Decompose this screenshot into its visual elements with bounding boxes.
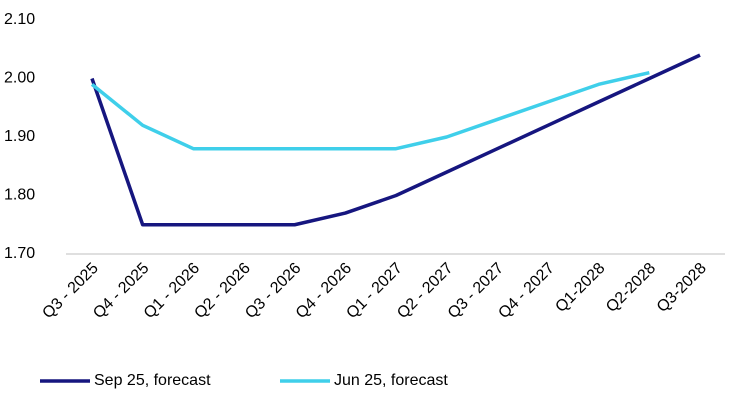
series-line [90, 70, 650, 151]
y-tick-label: 1.90 [4, 128, 35, 145]
y-tick-label: 2.00 [4, 70, 35, 87]
y-tick-label: 1.80 [4, 187, 35, 204]
legend-label: Sep 25, forecast [94, 372, 211, 389]
y-tick-label: 2.10 [4, 11, 35, 28]
series-line [90, 53, 701, 227]
y-tick-label: 1.70 [4, 245, 35, 262]
legend-label: Jun 25, forecast [334, 372, 448, 389]
x-tick-label: Q4 - 2027 [495, 260, 557, 322]
x-tick-label: Q1-2028 [552, 260, 608, 316]
x-tick-label: Q2-2028 [603, 260, 659, 316]
x-tick-label: Q3-2028 [654, 260, 710, 316]
